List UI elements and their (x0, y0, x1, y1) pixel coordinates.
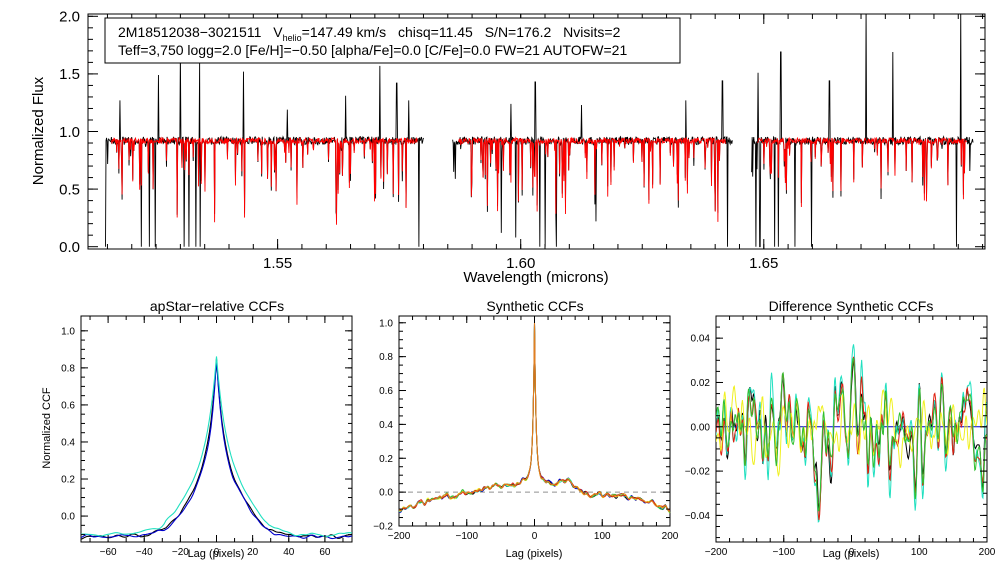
apstar-ccf-x-tick-label: 40 (283, 547, 295, 558)
apstar-ccf-x-tick-label: −20 (172, 547, 189, 558)
info-chisq: chisq=11.45 (398, 24, 473, 40)
spectrum-y-tick-label: 1.0 (59, 124, 80, 141)
synthetic-ccf-y-tick-label: 0.0 (379, 488, 393, 499)
spectrum-y-tick-label: 0.0 (59, 239, 80, 256)
apstar-ccf-y-tick-label: 1.0 (61, 326, 75, 337)
apstar-ccf-title: apStar−relative CCFs (150, 298, 284, 314)
difference-ccf-plot-area (716, 344, 987, 523)
difference-ccf-x-tick-label: 200 (979, 547, 996, 558)
info-box-frame (104, 17, 681, 64)
synthetic-ccf-title: Synthetic CCFs (486, 298, 583, 314)
spectrum-traces (105, 14, 974, 248)
info-vhelio-symbol: V (273, 24, 283, 40)
difference-ccf-panel: Difference Synthetic CCFs −200 −100 0 100 20… (685, 298, 996, 560)
spectrum-y-tick-label: 0.5 (59, 181, 80, 198)
apstar-ccf-y-tick-label: 0.0 (61, 512, 75, 523)
synthetic-ccf-y-tick-label: 0.2 (379, 454, 393, 465)
spectrum-x-label: Wavelength (microns) (463, 269, 608, 286)
apstar-ccf-line-cyan (80, 356, 353, 537)
difference-ccf-axes: −200 −100 0 100 200 −0.04 −0.02 0.00 0.02 0.04 (685, 315, 996, 558)
apstar-ccf-frame (80, 315, 353, 543)
difference-ccf-y-tick-label: −0.02 (685, 467, 711, 478)
info-box: 2M18512038−3021511 Vhelio=147.49 km/s ch… (104, 17, 681, 64)
synthetic-ccf-line-orange (398, 322, 671, 512)
info-nvisits: Nvisits=2 (563, 24, 620, 40)
synthetic-ccf-y-tick-label: 0.4 (379, 420, 393, 431)
synthetic-ccf-y-tick-label: 1.0 (379, 318, 393, 329)
difference-ccf-x-label: Lag (pixels) (823, 548, 880, 560)
difference-ccf-title: Difference Synthetic CCFs (769, 298, 934, 314)
difference-ccf-y-tick-label: 0.00 (691, 422, 711, 433)
spectrum-y-tick-label: 2.0 (59, 9, 80, 26)
spectrum-x-tick-label: 1.55 (263, 255, 292, 272)
spectrum-panel: 1.55 1.60 1.65 0.0 0.5 1.0 1.5 2.0 Wavelength (… (30, 9, 986, 286)
difference-ccf-y-tick-label: 0.02 (691, 378, 711, 389)
apstar-ccf-plot-area (80, 356, 353, 540)
apstar-ccf-y-tick-label: 0.2 (61, 475, 75, 486)
apstar-ccf-x-tick-label: 0 (214, 547, 220, 558)
apstar-ccf-y-tick-label: 0.4 (61, 437, 75, 448)
info-vhelio-value: =147.49 km/s (302, 24, 386, 40)
apstar-ccf-x-tick-label: 60 (319, 547, 331, 558)
synthetic-ccf-x-label: Lag (pixels) (506, 548, 563, 560)
synthetic-ccf-y-tick-label: 0.8 (379, 352, 393, 363)
difference-ccf-x-tick-label: −200 (705, 547, 728, 558)
synthetic-ccf-y-tick-label: −0.2 (373, 522, 393, 533)
apstar-ccf-panel: apStar−relative CCFs −60 −40 −20 0 20 40 60 0.0… (41, 298, 353, 560)
observed-spectrum-line (452, 80, 733, 247)
difference-ccf-y-tick-label: −0.04 (685, 511, 711, 522)
model-spectrum-line (110, 136, 418, 225)
apstar-ccf-y-label: Normalized CCF (41, 387, 53, 469)
difference-ccf-line-yellow (716, 385, 987, 478)
spectrum-x-tick-label: 1.65 (749, 255, 778, 272)
spectrum-x-tick-label: 1.60 (506, 255, 535, 272)
apstar-ccf-line-blue (80, 359, 353, 540)
difference-ccf-x-tick-label: 100 (911, 547, 928, 558)
difference-ccf-traces (716, 344, 987, 523)
observed-spectrum-line (105, 49, 425, 247)
spectrum-y-label: Normalized Flux (30, 76, 47, 185)
apstar-ccf-x-tick-label: −60 (100, 547, 117, 558)
model-spectrum-line (757, 136, 968, 207)
observed-spectrum-line (751, 14, 974, 248)
apstar-ccf-x-tick-label: −40 (136, 547, 153, 558)
difference-ccf-line-green (716, 357, 987, 512)
info-line-2: Teff=3,750 logg=2.0 [Fe/H]=−0.50 [alpha/… (118, 42, 627, 58)
synthetic-ccf-plot-area (398, 321, 671, 514)
difference-ccf-y-tick-label: 0.04 (691, 334, 711, 345)
apstar-ccf-line-black (80, 358, 353, 540)
model-spectrum-line (458, 136, 727, 222)
synthetic-ccf-x-tick-label: −200 (388, 531, 411, 542)
info-star-id: 2M18512038−3021511 (118, 24, 262, 40)
spectrum-axes: 1.55 1.60 1.65 0.0 0.5 1.0 1.5 2.0 (59, 9, 985, 272)
synthetic-ccf-x-tick-label: 200 (662, 531, 679, 542)
difference-ccf-x-tick-label: 0 (849, 547, 855, 558)
synthetic-ccf-y-tick-label: 0.6 (379, 386, 393, 397)
apstar-ccf-y-tick-label: 0.6 (61, 400, 75, 411)
info-line-1: 2M18512038−3021511 Vhelio=147.49 km/s ch… (118, 24, 621, 43)
apstar-ccf-x-label: Lag (pixels) (188, 548, 245, 560)
apstar-ccf-x-tick-label: 20 (247, 547, 259, 558)
difference-ccf-line-cyan (716, 344, 987, 523)
info-sn: S/N=176.2 (485, 24, 552, 40)
synthetic-ccf-x-tick-label: 0 (532, 531, 538, 542)
info-vhelio-sub: helio (283, 33, 302, 43)
spectrum-y-tick-label: 1.5 (59, 66, 80, 83)
apstar-ccf-y-tick-label: 0.8 (61, 363, 75, 374)
difference-ccf-x-tick-label: −100 (772, 547, 795, 558)
synthetic-ccf-x-tick-label: −100 (455, 531, 478, 542)
synthetic-ccf-axes: −200 −100 0 100 200 −0.2 0.0 0.2 0.4 0.6 0.8 1.0 (373, 316, 679, 542)
synthetic-ccf-panel: Synthetic CCFs −200 −100 0 100 200 −0.2 0.0 0.2… (373, 298, 679, 560)
synthetic-ccf-x-tick-label: 100 (594, 531, 611, 542)
spectrum-plot-area (105, 14, 974, 248)
apstar-ccf-axes: −60 −40 −20 0 20 40 60 0.0 0.2 0.4 0.6 0.8 1.0 (61, 316, 352, 558)
